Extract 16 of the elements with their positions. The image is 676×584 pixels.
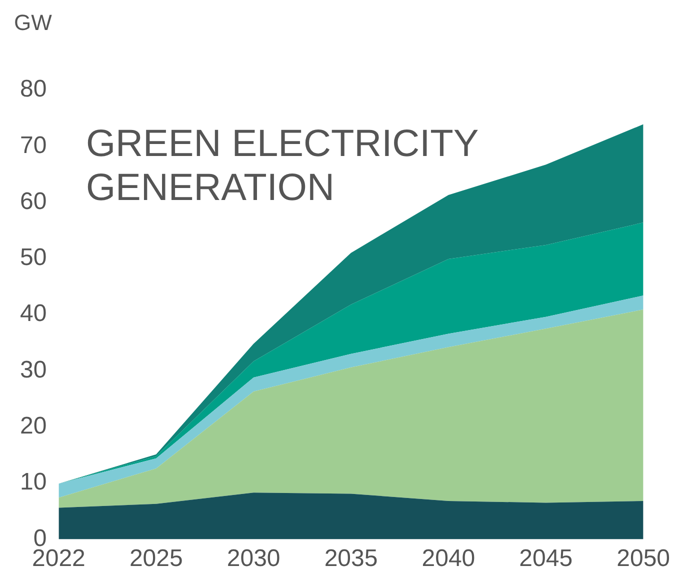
x-tick-label: 2035 [324, 545, 378, 572]
x-tick-label: 2045 [519, 545, 573, 572]
y-tick-label: 70 [20, 132, 47, 159]
y-tick-label: 10 [20, 468, 47, 496]
x-tick-label: 2050 [616, 545, 670, 572]
text: GREEN ELECTRICITY GENERATION [86, 122, 480, 210]
y-tick-label: 80 [20, 76, 47, 103]
x-tick-label: 2040 [422, 545, 476, 572]
y-tick-label: 60 [20, 188, 47, 215]
y-tick-label: 40 [20, 300, 47, 328]
y-tick-label: 30 [20, 356, 47, 384]
x-tick-label: 2025 [129, 545, 183, 572]
y-tick-label: 20 [20, 412, 47, 440]
x-tick-label: 2030 [226, 545, 280, 572]
y-axis-title: GW [14, 10, 52, 36]
y-tick-label: 50 [20, 244, 47, 272]
